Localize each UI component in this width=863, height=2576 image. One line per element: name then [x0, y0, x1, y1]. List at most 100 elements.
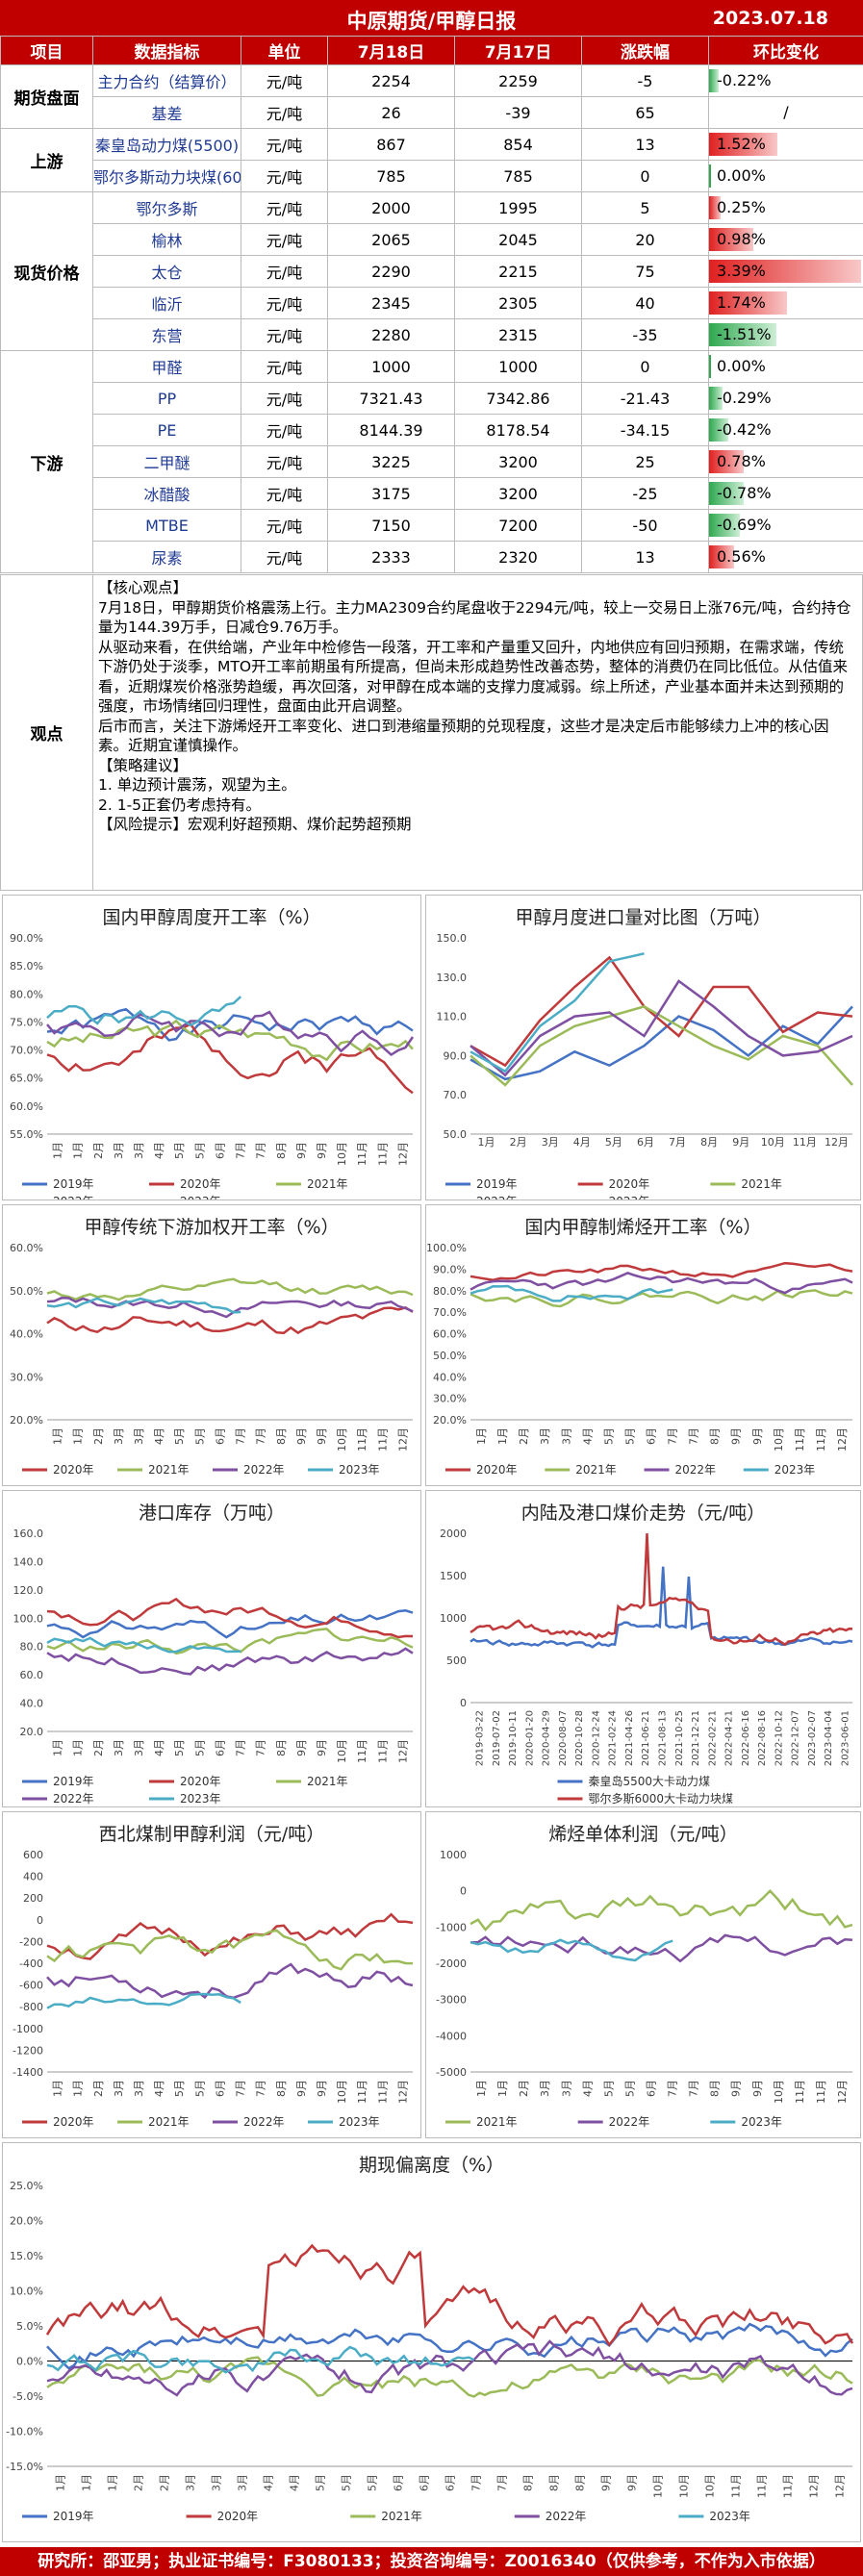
- x-tick-label: 3月: [542, 1136, 559, 1149]
- table-row: 尿素 元/吨 2333 2320 13 0.56%: [1, 541, 863, 573]
- x-tick-label: 2022-12-07: [791, 1710, 801, 1766]
- table-header-cell: 数据指标: [92, 36, 241, 65]
- series-line-s2020: [46, 1022, 414, 1095]
- x-tick-label: 10月: [773, 2080, 785, 2104]
- x-tick-label: 3月: [560, 1427, 572, 1445]
- category-cell: 下游: [0, 350, 93, 573]
- table-row: 临沂 元/吨 2345 2305 40 1.74%: [1, 287, 863, 319]
- x-tick-label: 2020-12-24: [591, 1710, 601, 1766]
- y-tick-label: 90.0: [444, 1049, 468, 1062]
- x-tick-label: 2月: [518, 2080, 530, 2097]
- x-tick-label: 3月: [539, 1427, 551, 1445]
- value-today-cell: 7321.43: [327, 382, 455, 415]
- chart-mto-operating-rate: 国内甲醇制烯烃开工率（%） 100.0% 90.0% 80.0% 70.0% 60.0% 5…: [425, 1204, 861, 1486]
- x-tick-label: 4月: [581, 2080, 594, 2097]
- chart-title: 国内甲醇制烯烃开工率（%）: [524, 1217, 762, 1238]
- y-tick-label: 55.0%: [10, 1128, 43, 1141]
- view-line: 【风险提示】宏观利好超预期、煤价起势超预期: [98, 816, 412, 833]
- unit-cell: 元/吨: [241, 128, 328, 161]
- x-tick-label: 10月: [336, 1142, 348, 1166]
- value-today-cell: 2065: [327, 223, 455, 256]
- series-line-s2019: [46, 1609, 414, 1639]
- series-line-s2021: [470, 1289, 853, 1308]
- y-tick-label: 110.0: [437, 1011, 468, 1023]
- x-tick-label: 11月: [815, 2080, 827, 2104]
- x-tick-label: 5月: [341, 2474, 353, 2491]
- y-tick-label: 600: [23, 1849, 43, 1861]
- y-tick-label: 150.0: [437, 932, 468, 945]
- indicator-cell: 基差: [92, 96, 241, 129]
- legend-label: 2020年: [53, 1463, 94, 1477]
- x-tick-label: 5月: [173, 1427, 186, 1445]
- x-tick-label: 7月: [235, 1739, 247, 1756]
- y-tick-label: 15.0%: [10, 2250, 43, 2262]
- series-line-s2021: [46, 1019, 414, 1062]
- pct-change-bar: [709, 133, 777, 156]
- chart-title: 西北煤制甲醇利润（元/吨）: [98, 1824, 325, 1845]
- series-line-s2020: [45, 2243, 854, 2347]
- legend-label: 2022年: [53, 1195, 94, 1200]
- pct-change-bar: [709, 387, 723, 410]
- unit-cell: 元/吨: [241, 382, 328, 415]
- series-line-s2020: [46, 1912, 414, 1960]
- y-tick-label: 140.0: [13, 1555, 44, 1568]
- view-text: 【核心观点】 7月18日，甲醇期货价格震荡上行。主力MA2309合约尾盘收于229…: [98, 578, 858, 835]
- change-cell: -25: [581, 477, 709, 510]
- y-tick-label: 100.0: [13, 1612, 44, 1625]
- pct-change-cell: 0.00%: [708, 160, 863, 192]
- series-line-s2023: [470, 1938, 673, 1962]
- y-tick-label: 160.0: [13, 1528, 44, 1540]
- y-tick-label: 60.0%: [433, 1328, 467, 1341]
- x-tick-label: 7月: [688, 2080, 700, 2097]
- category-cell: 上游: [0, 128, 93, 192]
- y-tick-label: -15.0%: [6, 2461, 43, 2473]
- legend-label: 2020年: [217, 2510, 259, 2523]
- y-tick-label: 5.0%: [16, 2320, 43, 2333]
- series-line-s2020: [46, 1597, 414, 1639]
- x-tick-label: 8月: [709, 1427, 722, 1445]
- x-tick-label: 5月: [193, 2080, 206, 2097]
- x-tick-label: 8月: [522, 2474, 535, 2491]
- legend-label: 秦皇岛5500大卡动力煤: [589, 1774, 711, 1788]
- x-tick-label: 2月: [133, 2474, 145, 2491]
- table-row: PP 元/吨 7321.43 7342.86 -21.43 -0.29%: [1, 382, 863, 415]
- y-tick-label: -2000: [436, 1957, 467, 1970]
- change-cell: 13: [581, 128, 709, 161]
- y-tick-label: 70.0%: [10, 1045, 43, 1057]
- x-tick-label: 4月: [153, 1427, 165, 1445]
- indicator-cell: MTBE: [92, 509, 241, 542]
- x-tick-label: 7月: [255, 2080, 267, 2097]
- x-tick-label: 2022-10-12: [774, 1710, 784, 1766]
- y-tick-label: 50.0%: [10, 1285, 43, 1298]
- x-tick-label: 1月: [52, 2080, 64, 2097]
- table-row: 基差 元/吨 26 -39 65 /: [1, 96, 863, 129]
- x-tick-label: 7月: [235, 1142, 247, 1159]
- x-tick-label: 5月: [367, 2474, 379, 2491]
- x-tick-label: 2月: [518, 1427, 530, 1445]
- unit-cell: 元/吨: [241, 160, 328, 192]
- y-tick-label: 400: [23, 1871, 43, 1883]
- x-tick-label: 1月: [496, 2080, 509, 2097]
- x-tick-label: 6月: [214, 2080, 226, 2097]
- legend-label: 2021年: [148, 2115, 190, 2129]
- table-header-cell: 环比变化: [708, 36, 863, 65]
- x-tick-label: 6月: [637, 1136, 654, 1149]
- legend-label: 2022年: [546, 2510, 587, 2523]
- x-tick-label: 1月: [81, 2474, 93, 2491]
- series-line-s2020: [470, 1532, 853, 1647]
- value-prev-cell: 3200: [454, 477, 582, 510]
- y-tick-label: 500: [446, 1654, 467, 1667]
- value-today-cell: 2000: [327, 191, 455, 224]
- chart-title: 甲醇月度进口量对比图（万吨）: [515, 907, 772, 928]
- x-tick-label: 8月: [574, 2474, 587, 2491]
- x-tick-label: 3月: [133, 1142, 145, 1159]
- unit-cell: 元/吨: [241, 318, 328, 351]
- pct-change-cell: 1.74%: [708, 287, 863, 319]
- pct-change-value: 1.52%: [717, 135, 766, 153]
- series-line-s2022: [46, 1297, 414, 1319]
- unit-cell: 元/吨: [241, 350, 328, 383]
- change-cell: 75: [581, 255, 709, 288]
- x-tick-label: 2月: [159, 2474, 171, 2491]
- x-tick-label: 11月: [794, 2080, 806, 2104]
- chart-nw-coal-methanol-profit: 西北煤制甲醇利润（元/吨） 600 400 200 0 -200 -400 -600 -800 -…: [2, 1811, 421, 2138]
